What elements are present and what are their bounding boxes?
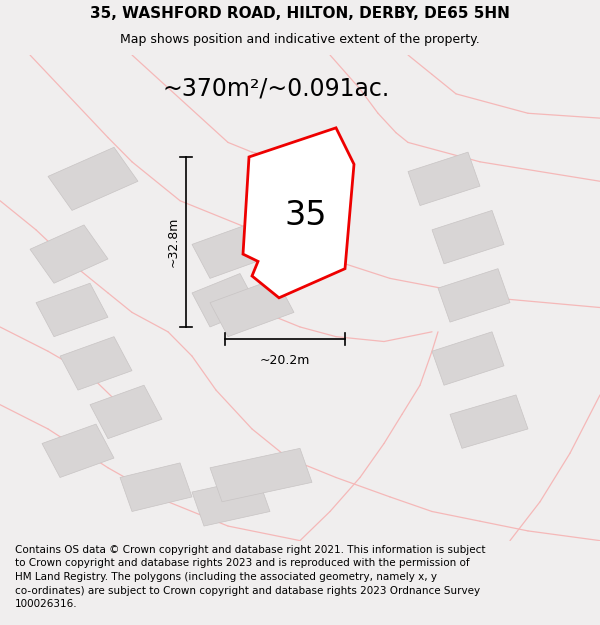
Polygon shape: [408, 152, 480, 206]
Polygon shape: [192, 274, 258, 327]
Polygon shape: [210, 278, 294, 337]
Polygon shape: [60, 337, 132, 390]
Polygon shape: [90, 385, 162, 439]
Text: Contains OS data © Crown copyright and database right 2021. This information is : Contains OS data © Crown copyright and d…: [15, 545, 485, 609]
Polygon shape: [438, 269, 510, 322]
Polygon shape: [48, 148, 138, 211]
Text: ~20.2m: ~20.2m: [260, 354, 310, 367]
Polygon shape: [243, 128, 354, 298]
Polygon shape: [192, 478, 270, 526]
Polygon shape: [192, 225, 264, 278]
Text: Map shows position and indicative extent of the property.: Map shows position and indicative extent…: [120, 33, 480, 46]
Polygon shape: [42, 424, 114, 478]
Polygon shape: [432, 332, 504, 385]
Text: 35, WASHFORD ROAD, HILTON, DERBY, DE65 5HN: 35, WASHFORD ROAD, HILTON, DERBY, DE65 5…: [90, 6, 510, 21]
Polygon shape: [210, 448, 312, 502]
Text: 35: 35: [285, 199, 327, 232]
Polygon shape: [30, 225, 108, 283]
Text: ~370m²/~0.091ac.: ~370m²/~0.091ac.: [163, 77, 389, 101]
Text: ~32.8m: ~32.8m: [166, 217, 179, 267]
Polygon shape: [120, 463, 192, 511]
Polygon shape: [432, 211, 504, 264]
Polygon shape: [450, 395, 528, 448]
Polygon shape: [36, 283, 108, 337]
